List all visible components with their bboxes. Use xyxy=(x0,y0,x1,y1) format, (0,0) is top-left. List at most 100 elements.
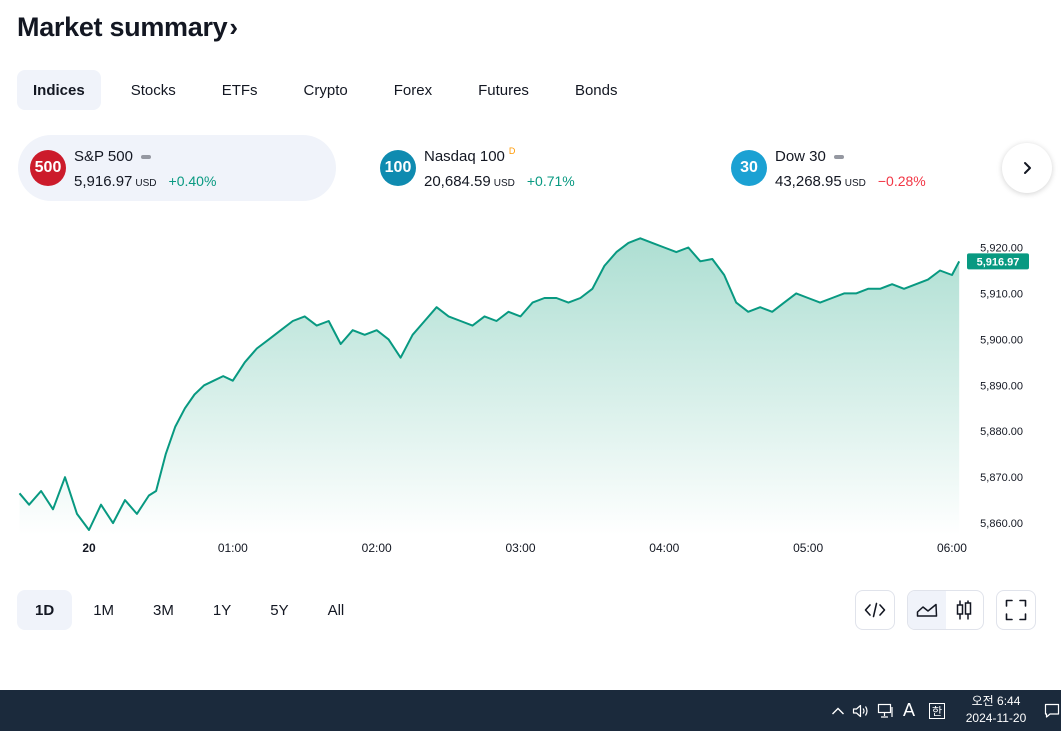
category-tabs: Indices Stocks ETFs Crypto Forex Futures… xyxy=(17,70,647,110)
index-name: Dow 30 xyxy=(775,148,826,165)
currency-unit: USD xyxy=(135,177,157,189)
delayed-data-badge: D xyxy=(508,145,516,156)
x-tick-label: 01:00 xyxy=(218,541,248,555)
y-tick-label: 5,870.00 xyxy=(980,472,1023,484)
candlestick-chart-button[interactable] xyxy=(946,591,984,629)
x-axis: 20 01:00 02:00 03:00 04:00 05:00 06:00 xyxy=(82,541,967,555)
code-icon xyxy=(864,602,886,618)
x-tick-label: 04:00 xyxy=(649,541,679,555)
hangul-ime-label: 한 xyxy=(929,702,945,719)
x-tick-label: 05:00 xyxy=(793,541,823,555)
x-tick-label: 20 xyxy=(82,541,96,555)
tab-label: Bonds xyxy=(574,81,618,99)
tab-label: Stocks xyxy=(130,81,176,99)
currency-unit: USD xyxy=(844,177,866,189)
period-1y[interactable]: 1Y xyxy=(195,590,249,630)
tab-etfs[interactable]: ETFs xyxy=(206,70,274,110)
period-selector: 1D 1M 3M 1Y 5Y All xyxy=(17,590,365,630)
period-all[interactable]: All xyxy=(310,590,363,630)
nasdaq100-logo: 100 xyxy=(380,150,416,186)
network-button[interactable] xyxy=(874,690,898,731)
index-value: 43,268.95 xyxy=(775,172,842,190)
period-label: 3M xyxy=(153,601,174,619)
hangul-ime-button[interactable]: 한 xyxy=(926,690,948,731)
tab-label: ETFs xyxy=(221,81,258,99)
taskbar-clock[interactable]: 오전 6:44 2024-11-20 xyxy=(957,693,1035,727)
period-label: All xyxy=(327,601,345,619)
price-area-fill xyxy=(19,238,960,536)
period-3m[interactable]: 3M xyxy=(135,590,192,630)
next-cards-button[interactable] xyxy=(1002,143,1052,193)
clock-time: 오전 6:44 xyxy=(971,694,1021,708)
y-tick-label: 5,910.00 xyxy=(980,288,1023,300)
page-title-text: Market summary xyxy=(17,12,228,42)
y-tick-label: 5,890.00 xyxy=(980,380,1023,392)
tab-label: Crypto xyxy=(303,81,348,99)
x-tick-label: 03:00 xyxy=(505,541,535,555)
fullscreen-icon xyxy=(1005,599,1027,621)
tab-label: Futures xyxy=(478,81,529,99)
tab-bonds[interactable]: Bonds xyxy=(559,70,634,110)
dow30-logo: 30 xyxy=(731,150,767,186)
tab-label: Indices xyxy=(33,81,85,99)
candlestick-icon xyxy=(957,600,972,620)
index-cards: 500 S&P 500 5,916.97 USD +0.40% 100 Nasd… xyxy=(18,135,1061,201)
chevron-right-icon xyxy=(1024,162,1031,174)
ime-mode-button[interactable]: A xyxy=(902,700,915,720)
index-value: 5,916.97 xyxy=(74,172,133,190)
area-chart-button[interactable] xyxy=(908,591,946,629)
price-line xyxy=(18,237,961,531)
speaker-icon xyxy=(852,704,868,717)
price-chart[interactable]: 5,920.00 5,910.00 5,900.00 5,890.00 5,880.00… xyxy=(0,215,1061,560)
y-tick-label: 5,920.00 xyxy=(980,242,1023,254)
currency-unit: USD xyxy=(493,177,515,189)
index-change: +0.71% xyxy=(526,172,575,189)
notifications-button[interactable] xyxy=(1042,690,1061,731)
tab-label: Forex xyxy=(393,81,433,99)
chevron-up-icon xyxy=(832,707,844,714)
windows-taskbar: A 한 오전 6:44 2024-11-20 xyxy=(0,690,1061,731)
last-price-tag: 5,916.97 xyxy=(967,253,1029,270)
market-closed-icon xyxy=(833,154,844,159)
network-icon xyxy=(877,703,893,718)
y-axis: 5,920.00 5,910.00 5,900.00 5,890.00 5,880.00… xyxy=(980,242,1023,530)
x-tick-label: 06:00 xyxy=(937,541,967,555)
period-label: 1M xyxy=(93,601,115,619)
last-price-tag-bg xyxy=(967,253,1029,270)
last-price-label: 5,916.97 xyxy=(977,256,1020,268)
chevron-right-icon: › xyxy=(229,12,238,42)
tab-forex[interactable]: Forex xyxy=(378,70,448,110)
period-label: 1D xyxy=(35,601,55,619)
volume-button[interactable] xyxy=(850,690,872,731)
tab-futures[interactable]: Futures xyxy=(462,70,545,110)
period-5y[interactable]: 5Y xyxy=(252,590,306,630)
index-name: Nasdaq 100 xyxy=(424,148,505,165)
clock-date: 2024-11-20 xyxy=(965,711,1027,725)
chart-style-toggle xyxy=(907,590,984,630)
area-chart-icon xyxy=(916,603,937,617)
tab-stocks[interactable]: Stocks xyxy=(115,70,192,110)
period-label: 5Y xyxy=(270,601,289,619)
embed-button[interactable] xyxy=(855,590,895,630)
show-hidden-icons-button[interactable] xyxy=(828,690,848,731)
index-card-nasdaq100[interactable]: 100 Nasdaq 100 D 20,684.59 USD +0.71% xyxy=(368,135,688,201)
x-tick-label: 02:00 xyxy=(362,541,392,555)
index-value: 20,684.59 xyxy=(424,172,491,190)
index-name: S&P 500 xyxy=(74,148,133,165)
index-change: +0.40% xyxy=(168,172,217,189)
tab-indices[interactable]: Indices xyxy=(17,70,101,110)
sp500-logo: 500 xyxy=(30,150,66,186)
notification-icon xyxy=(1044,703,1060,718)
index-card-dow30[interactable]: 30 Dow 30 43,268.95 USD −0.28% xyxy=(719,135,1009,201)
period-label: 1Y xyxy=(212,601,232,619)
market-summary-title[interactable]: Market summary › xyxy=(17,12,238,43)
market-closed-icon xyxy=(140,154,151,159)
fullscreen-button[interactable] xyxy=(996,590,1036,630)
index-card-sp500[interactable]: 500 S&P 500 5,916.97 USD +0.40% xyxy=(18,135,336,201)
index-change: −0.28% xyxy=(877,172,926,189)
period-1d[interactable]: 1D xyxy=(17,590,73,630)
y-tick-label: 5,900.00 xyxy=(980,334,1023,346)
y-tick-label: 5,860.00 xyxy=(980,518,1023,530)
period-1m[interactable]: 1M xyxy=(75,590,132,630)
tab-crypto[interactable]: Crypto xyxy=(288,70,364,110)
